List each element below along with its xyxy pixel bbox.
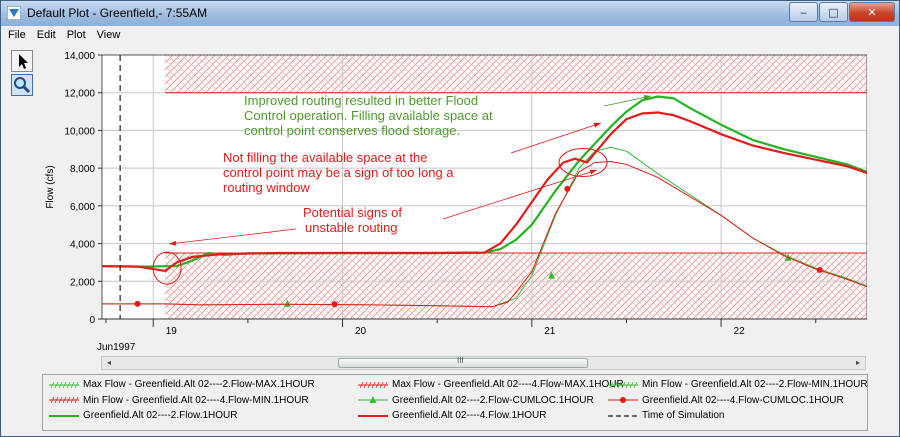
legend-label: Greenfield.Alt 02----4.Flow-CUMLOC.1HOUR xyxy=(642,394,844,406)
annotation-arrowhead xyxy=(593,122,601,128)
legend-swatch-icon xyxy=(358,381,388,388)
legend-label: Max Flow - Greenfield.Alt 02----2.Flow-M… xyxy=(83,379,315,390)
legend-swatch-icon xyxy=(608,397,638,403)
legend-swatch-icon xyxy=(358,414,388,417)
menu-file[interactable]: File xyxy=(8,29,26,41)
legend-swatch-icon xyxy=(49,381,79,388)
legend-label: Min Flow - Greenfield.Alt 02----2.Flow-M… xyxy=(642,379,868,390)
y-tick-label: 14,000 xyxy=(64,51,95,62)
series-marker-triangle xyxy=(283,299,291,307)
x-tick-label: 20 xyxy=(355,326,367,337)
x-tick-label: 21 xyxy=(544,326,556,337)
annotation-text-unstable: unstable routing xyxy=(305,220,398,235)
x-axis-caption: Jun1997 xyxy=(97,342,136,353)
legend-label: Max Flow - Greenfield.Alt 02----4.Flow-M… xyxy=(392,379,624,390)
zoom-tool-button[interactable] xyxy=(11,74,33,96)
legend-swatch-icon xyxy=(49,414,79,417)
legend-item: Min Flow - Greenfield.Alt 02----2.Flow-M… xyxy=(608,377,868,392)
legend-item: Time of Simulation xyxy=(608,408,724,423)
unstable-callout-ellipse xyxy=(152,251,182,285)
series-line-7 xyxy=(102,111,867,272)
series-marker-circle xyxy=(134,300,141,307)
annotation-arrow xyxy=(168,228,297,245)
series-marker-circle xyxy=(564,185,571,192)
legend-item: Max Flow - Greenfield.Alt 02----4.Flow-M… xyxy=(358,377,624,392)
legend-item: Greenfield.Alt 02----4.Flow-CUMLOC.1HOUR xyxy=(608,393,844,408)
title-bar[interactable]: Default Plot - Greenfield,- 7:55AM ‒ □ ✕ xyxy=(1,1,899,26)
annotation-arrow xyxy=(510,122,602,154)
legend-label: Greenfield.Alt 02----4.Flow.1HOUR xyxy=(392,410,547,421)
legend-swatch-icon xyxy=(608,414,638,417)
annotation-arrowhead xyxy=(169,240,177,246)
scroll-thumb[interactable]: III xyxy=(338,356,588,368)
legend-swatch-icon xyxy=(49,396,79,404)
menu-plot[interactable]: Plot xyxy=(66,29,86,41)
legend-label: Greenfield.Alt 02----2.Flow-CUMLOC.1HOUR xyxy=(392,394,594,406)
minimize-button[interactable]: ‒ xyxy=(789,2,818,22)
flow-chart[interactable]: 0 2,000 4,000 6,000 8,000 10,000 12,000 14,000 F… xyxy=(41,47,867,355)
legend-item: Max Flow - Greenfield.Alt 02----2.Flow-M… xyxy=(49,377,315,392)
legend: Max Flow - Greenfield.Alt 02----2.Flow-M… xyxy=(42,374,868,431)
window-title: Default Plot - Greenfield,- 7:55AM xyxy=(27,6,208,20)
legend-swatch-icon xyxy=(608,381,638,388)
series-line-5 xyxy=(102,161,867,308)
annotation-arrow xyxy=(442,169,598,220)
annotation-text-improved: control point conserves flood storage. xyxy=(244,123,460,138)
series-marker-circle xyxy=(816,266,823,273)
y-tick-label: 0 xyxy=(89,315,95,326)
menu-view[interactable]: View xyxy=(96,29,121,41)
y-tick-label: 2,000 xyxy=(70,277,95,288)
annotation-arrowhead xyxy=(589,169,597,175)
maximize-button[interactable]: □ xyxy=(819,2,848,22)
legend-label: Time of Simulation xyxy=(642,410,725,421)
legend-swatch-icon xyxy=(358,396,388,403)
annotation-text-not_filling: control point may be a sign of too long … xyxy=(223,165,454,180)
legend-item: Min Flow - Greenfield.Alt 02----4.Flow-M… xyxy=(49,393,309,408)
pointer-arrow-icon xyxy=(19,54,28,69)
max-flow-hatch-band xyxy=(165,55,867,93)
annotation-text-improved: Improved routing resulted in better Floo… xyxy=(244,93,478,108)
close-button[interactable]: ✕ xyxy=(849,2,895,22)
window-controls: ‒ □ ✕ xyxy=(788,2,895,22)
legend-label: Min Flow - Greenfield.Alt 02----4.Flow-M… xyxy=(83,394,309,406)
scroll-grip-icon: III xyxy=(457,356,464,365)
legend-item: Greenfield.Alt 02----4.Flow.1HOUR xyxy=(358,408,547,423)
y-tick-label: 8,000 xyxy=(70,164,95,175)
annotation-arrow xyxy=(603,95,652,107)
annotation-text-not_filling: routing window xyxy=(223,180,310,195)
zoom-magnifier-icon xyxy=(14,77,31,94)
scroll-right-arrow[interactable]: ▸ xyxy=(855,358,860,367)
annotation-text-improved: Control operation. Filling available spa… xyxy=(244,108,493,123)
menu-edit[interactable]: Edit xyxy=(36,29,56,41)
y-tick-label: 12,000 xyxy=(64,89,95,100)
menu-bar: File Edit Plot View xyxy=(1,27,899,45)
y-tick-label: 10,000 xyxy=(64,126,95,137)
annotation-text-not_filling: Not filling the available space at the xyxy=(223,150,428,165)
annotation-text-unstable: Potential signs of xyxy=(303,205,402,220)
min-flow-hatch-band xyxy=(165,253,867,319)
annotation-arrowhead xyxy=(643,95,651,100)
pointer-tool-button[interactable] xyxy=(11,50,33,72)
series-marker-triangle xyxy=(548,271,556,279)
legend-item: Greenfield.Alt 02----2.Flow.1HOUR xyxy=(49,408,238,423)
app-icon xyxy=(7,6,21,20)
series-marker-circle xyxy=(331,301,338,308)
x-tick-label: 22 xyxy=(734,326,746,337)
y-tick-label: 6,000 xyxy=(70,202,95,213)
y-tick-label: 4,000 xyxy=(70,240,95,251)
horizontal-scrollbar[interactable]: ◂ III ▸ xyxy=(101,356,866,370)
not-filling-callout-ellipse xyxy=(558,147,608,177)
legend-item: Greenfield.Alt 02----2.Flow-CUMLOC.1HOUR xyxy=(358,393,594,408)
y-axis-label: Flow (cfs) xyxy=(45,165,56,208)
x-tick-label: 19 xyxy=(166,326,178,337)
scroll-left-arrow[interactable]: ◂ xyxy=(106,358,111,367)
legend-label: Greenfield.Alt 02----2.Flow.1HOUR xyxy=(83,410,238,421)
